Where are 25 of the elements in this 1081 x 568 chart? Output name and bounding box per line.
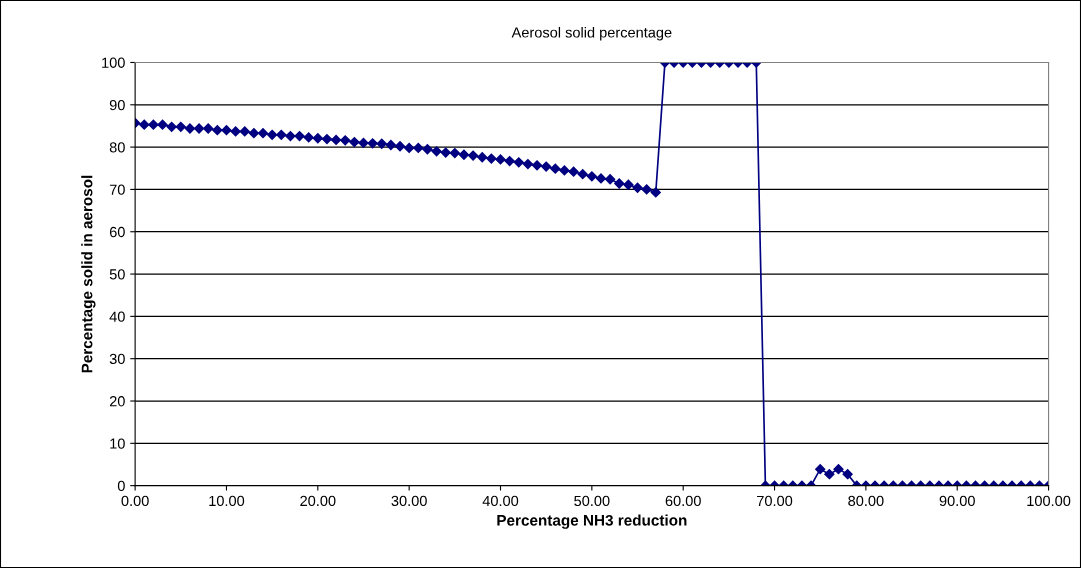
x-tick-label: 20.00	[300, 495, 336, 507]
y-tick-label: 10	[110, 438, 125, 449]
y-tick-label: 50	[109, 269, 125, 280]
y-tick-label: 70	[109, 184, 125, 195]
x-tick-label: 60.00	[665, 495, 701, 507]
x-tick-label: 0.00	[121, 495, 149, 507]
y-tick-label: 60	[109, 226, 125, 238]
y-tick-label: 40	[109, 311, 125, 322]
y-tick-label: 80	[109, 142, 125, 153]
x-axis-title: Percentage NH3 reduction	[497, 514, 687, 529]
x-tick-label: 100.00	[1027, 495, 1071, 507]
x-tick-label: 80.00	[848, 495, 884, 507]
x-tick-label: 10.00	[209, 495, 245, 507]
x-tick-label: 90.00	[939, 495, 975, 507]
x-tick-label: 30.00	[391, 495, 427, 507]
y-axis-title: Percentage solid in aerosol	[81, 175, 96, 373]
y-tick-label: 20	[109, 396, 125, 407]
x-tick-label: 50.00	[574, 495, 610, 507]
chart-title: Aerosol solid percentage	[511, 26, 672, 41]
x-tick-label: 40.00	[482, 495, 519, 507]
y-tick-label: 100	[102, 57, 125, 68]
y-tick-label: 30	[109, 353, 125, 365]
x-tick-label: 70.00	[757, 495, 793, 507]
y-tick-label: 0	[117, 480, 125, 492]
y-tick-label: 90	[109, 99, 125, 111]
